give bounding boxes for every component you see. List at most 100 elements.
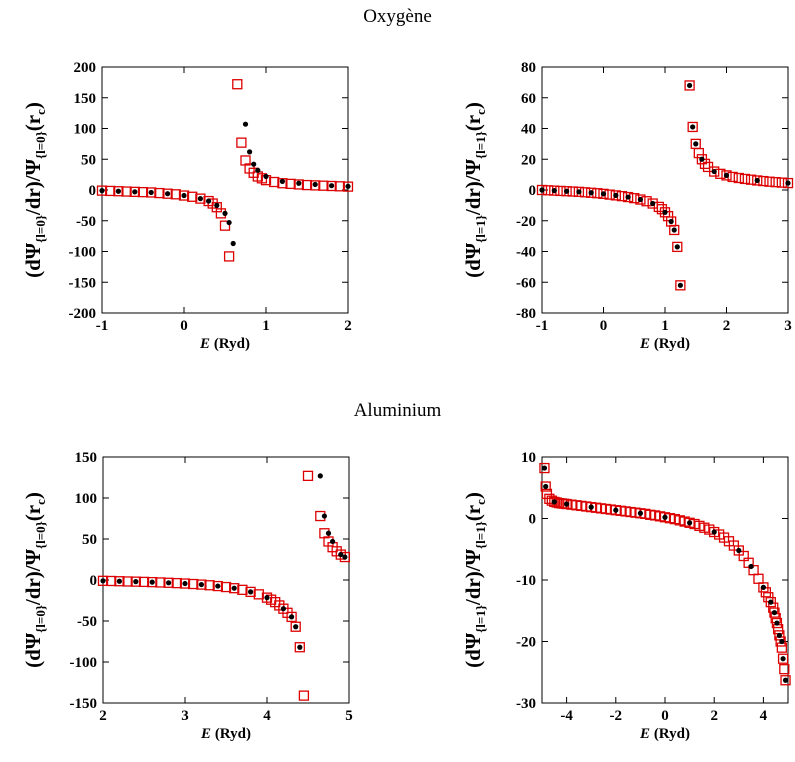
- data-point-dot: [248, 589, 254, 595]
- data-point-dot: [115, 188, 121, 194]
- data-point-dot: [551, 188, 557, 194]
- data-point-dot: [279, 178, 285, 184]
- data-point-dot: [215, 583, 221, 589]
- data-point-dot: [198, 581, 204, 588]
- data-point-dot: [197, 196, 203, 202]
- data-point-dot: [699, 156, 705, 162]
- data-point-dot: [263, 173, 269, 180]
- data-point-square: [610, 190, 621, 201]
- data-point-square: [122, 576, 133, 587]
- y-axis-label-part: ): [21, 492, 45, 499]
- y-tick-label: 20: [521, 152, 536, 168]
- y-tick-label: -100: [69, 245, 97, 261]
- data-point-dot: [293, 624, 299, 630]
- x-tick-label: 2: [710, 708, 718, 724]
- y-axis-label-part: ): [21, 102, 45, 109]
- data-point-square: [555, 185, 566, 197]
- data-point-dot: [564, 188, 570, 194]
- y-tick-label: -30: [516, 696, 536, 712]
- y-tick-label: 50: [81, 152, 96, 168]
- y-tick-label: 0: [529, 512, 537, 528]
- data-point-square: [253, 589, 264, 600]
- data-point-dot: [711, 529, 717, 535]
- data-point-square: [567, 186, 578, 197]
- data-point-dot: [222, 210, 228, 216]
- y-tick-label: 60: [521, 91, 536, 107]
- data-point-dot: [226, 219, 232, 226]
- data-point-square: [204, 580, 215, 591]
- y-tick-label: -20: [516, 635, 536, 651]
- data-point-square: [129, 186, 140, 197]
- data-point-square: [178, 190, 190, 201]
- y-tick-label: -50: [76, 214, 96, 230]
- data-point-square: [721, 170, 732, 181]
- data-point-square: [293, 179, 304, 190]
- x-tick-label: 0: [661, 708, 669, 724]
- data-point-dot: [264, 595, 270, 601]
- data-point-square: [237, 584, 248, 595]
- y-axis-label-part: {l=1}: [473, 605, 488, 633]
- data-point-dot: [296, 180, 302, 186]
- data-point-square: [232, 79, 243, 90]
- data-point-dot: [242, 121, 249, 127]
- data-point-dot: [637, 510, 644, 516]
- x-axis-label-unit: (Ryd): [211, 726, 251, 742]
- data-point-dot: [662, 514, 668, 520]
- data-point-dot: [214, 202, 220, 208]
- y-tick-label: -150: [69, 275, 97, 291]
- y-axis-label-part: c: [473, 499, 488, 505]
- data-point-dot: [711, 168, 717, 175]
- data-point-square: [675, 280, 686, 291]
- data-point-square: [171, 577, 182, 589]
- y-axis-label-part: (r: [461, 115, 485, 131]
- data-point-square: [114, 576, 125, 587]
- data-point-dot: [116, 578, 122, 584]
- data-point-dot: [693, 141, 699, 147]
- y-axis-label-part: {l=0}: [33, 131, 48, 159]
- y-tick-label: 100: [75, 491, 98, 507]
- x-tick-label: 4: [760, 708, 768, 724]
- x-tick-label: -4: [560, 708, 573, 724]
- data-point-dot: [785, 180, 791, 186]
- data-point-dot: [723, 172, 730, 178]
- x-axis-label: E (Ryd): [199, 336, 250, 352]
- y-tick-label: 10: [521, 450, 536, 466]
- data-point-square: [662, 210, 674, 222]
- data-point-square: [540, 481, 551, 492]
- y-axis-label-part: ): [461, 102, 485, 109]
- data-point-dot: [132, 189, 138, 195]
- data-point-dot: [637, 196, 644, 203]
- data-point-square: [212, 580, 223, 592]
- data-point-dot: [748, 563, 754, 570]
- data-point-dot: [100, 578, 106, 584]
- data-point-square: [647, 198, 658, 209]
- data-point-square: [326, 180, 337, 192]
- data-point-dot: [690, 124, 696, 130]
- data-point-square: [138, 576, 150, 588]
- y-tick-label: -80: [516, 306, 536, 322]
- data-point-square: [310, 180, 321, 191]
- y-tick-label: -20: [516, 214, 536, 230]
- y-axis-label-part: {l=1}: [473, 215, 488, 243]
- data-point-square: [97, 575, 109, 586]
- x-axis-label-unit: (Ryd): [210, 336, 250, 352]
- y-tick-label: -40: [516, 245, 536, 261]
- data-point-square: [236, 137, 247, 148]
- y-tick-label: -10: [516, 573, 536, 589]
- data-point-square: [286, 611, 297, 623]
- data-point-square: [298, 690, 310, 701]
- data-point-dot: [312, 181, 318, 188]
- data-point-dot: [330, 538, 336, 545]
- x-axis-label-var: E: [639, 336, 650, 352]
- data-point-dot: [588, 504, 594, 510]
- y-tick-label: 0: [90, 573, 98, 589]
- data-point-square: [779, 664, 790, 675]
- y-tick-label: 150: [75, 450, 98, 466]
- y-axis-label: (dΨ{l=1}/dr)/Ψ{l=1}(rc): [461, 492, 488, 668]
- y-tick-label: -50: [77, 614, 97, 630]
- data-point-dot: [289, 614, 295, 620]
